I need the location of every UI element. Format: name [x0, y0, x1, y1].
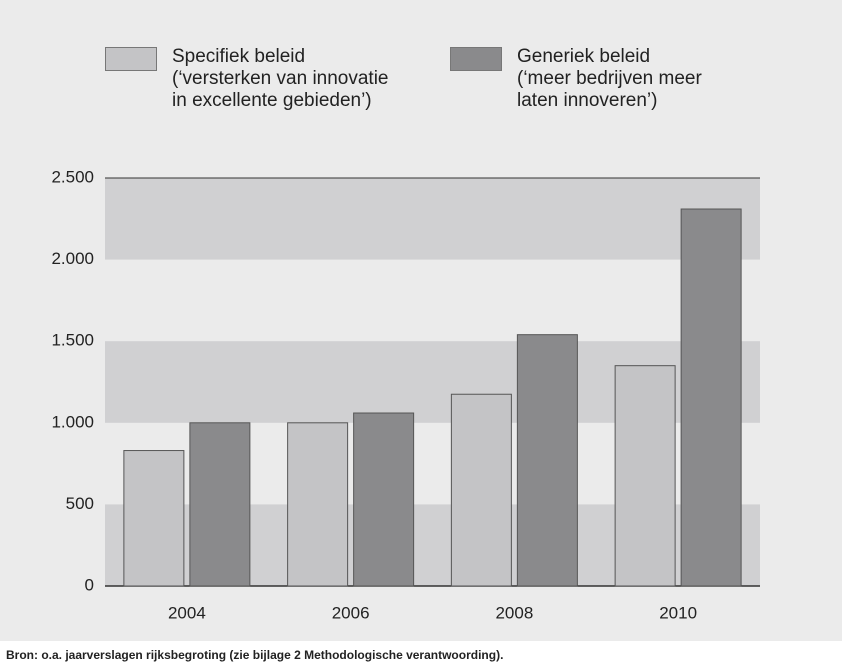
y-tick-label: 1.000: [51, 412, 94, 431]
x-tick-label: 2010: [659, 603, 697, 622]
bar: [287, 422, 349, 587]
y-tick-label: 500: [66, 494, 94, 513]
y-tick-label: 1.500: [51, 331, 94, 350]
y-tick-label: 2.000: [51, 249, 94, 268]
x-tick-label: 2006: [332, 603, 370, 622]
x-tick-label: 2004: [168, 603, 206, 622]
y-tick-label: 0: [85, 575, 94, 594]
bar: [614, 365, 676, 587]
bar: [353, 412, 415, 587]
bar: [450, 393, 512, 587]
legend-swatch: [105, 47, 157, 71]
legend-label: Specifiek beleid (‘versterken van innova…: [172, 46, 389, 111]
bar: [516, 334, 578, 587]
x-tick-label: 2008: [495, 603, 533, 622]
bar: [123, 450, 185, 587]
source-note: Bron: o.a. jaarverslagen rijksbegroting …: [6, 648, 504, 662]
bar: [680, 208, 742, 587]
legend-swatch: [450, 47, 502, 71]
y-tick-label: 2.500: [51, 167, 94, 186]
grid-band: [105, 178, 760, 260]
bar: [189, 422, 251, 587]
legend-label: Generiek beleid (‘meer bedrijven meer la…: [517, 46, 702, 111]
